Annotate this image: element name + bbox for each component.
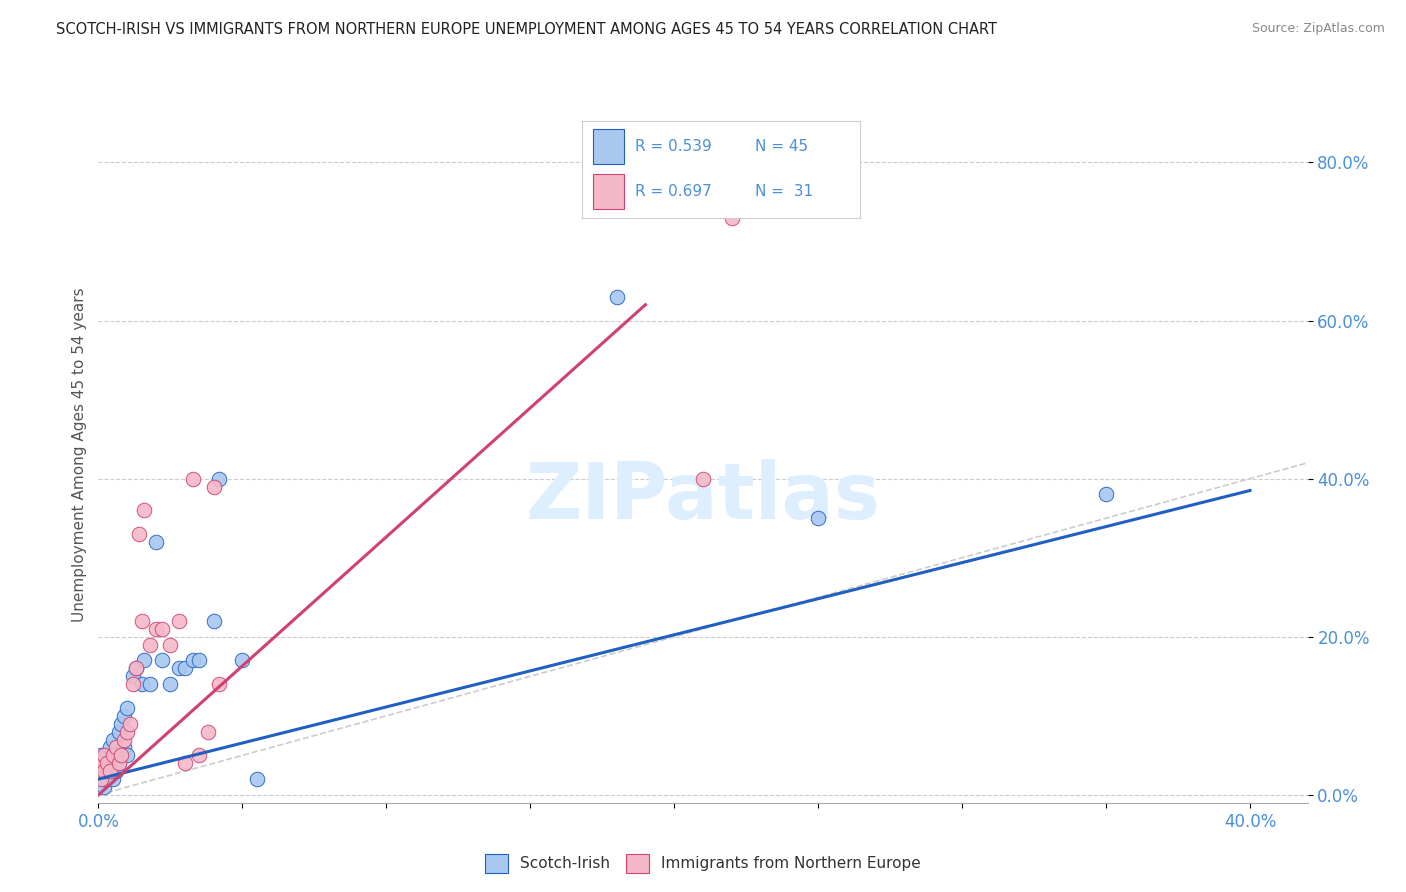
Point <box>90 748 112 763</box>
Point <box>110 748 132 763</box>
Point <box>101 732 124 747</box>
Point <box>139 677 162 691</box>
Point <box>112 740 135 755</box>
Point <box>139 638 162 652</box>
Point <box>202 614 225 628</box>
Point <box>231 653 253 667</box>
Point <box>606 290 628 304</box>
Point <box>128 527 150 541</box>
Point <box>134 653 156 667</box>
Point <box>96 772 118 786</box>
Point <box>188 748 211 763</box>
Point <box>145 534 167 549</box>
Point <box>131 677 153 691</box>
Point <box>104 748 127 763</box>
Point <box>90 756 112 771</box>
Point <box>93 764 115 779</box>
Point <box>131 614 153 628</box>
Point <box>93 764 115 779</box>
Point <box>110 716 132 731</box>
Point <box>807 511 830 525</box>
Point <box>150 653 173 667</box>
Point <box>202 479 225 493</box>
Point <box>183 653 205 667</box>
Point <box>208 677 231 691</box>
Point <box>125 661 148 675</box>
Point <box>134 503 156 517</box>
Point <box>93 748 115 763</box>
Point <box>197 724 219 739</box>
Point <box>96 764 118 779</box>
Point <box>145 622 167 636</box>
Point <box>122 677 145 691</box>
Point <box>159 638 181 652</box>
Point <box>104 740 127 755</box>
Point <box>183 472 205 486</box>
Text: Source: ZipAtlas.com: Source: ZipAtlas.com <box>1251 22 1385 36</box>
Point <box>112 708 135 723</box>
Point <box>188 653 211 667</box>
Point <box>96 756 118 771</box>
Point <box>90 772 112 786</box>
Point <box>167 661 190 675</box>
Point <box>93 756 115 771</box>
Text: ZIPatlas: ZIPatlas <box>526 458 880 534</box>
Point <box>101 756 124 771</box>
Legend: Scotch-Irish, Immigrants from Northern Europe: Scotch-Irish, Immigrants from Northern E… <box>479 847 927 879</box>
Point <box>96 748 118 763</box>
Point <box>115 724 138 739</box>
Point <box>90 764 112 779</box>
Point <box>208 472 231 486</box>
Point <box>173 661 195 675</box>
Point <box>98 740 121 755</box>
Point <box>115 748 138 763</box>
Point <box>1095 487 1118 501</box>
Point <box>125 661 148 675</box>
Point <box>120 716 142 731</box>
Point <box>98 764 121 779</box>
Y-axis label: Unemployment Among Ages 45 to 54 years: Unemployment Among Ages 45 to 54 years <box>72 287 87 623</box>
Point <box>101 748 124 763</box>
Text: SCOTCH-IRISH VS IMMIGRANTS FROM NORTHERN EUROPE UNEMPLOYMENT AMONG AGES 45 TO 54: SCOTCH-IRISH VS IMMIGRANTS FROM NORTHERN… <box>56 22 997 37</box>
Point <box>101 772 124 786</box>
Point <box>167 614 190 628</box>
Point <box>115 701 138 715</box>
Point <box>112 732 135 747</box>
Point <box>98 764 121 779</box>
Point <box>173 756 195 771</box>
Point <box>93 780 115 794</box>
Point <box>107 756 129 771</box>
Point <box>90 772 112 786</box>
Point <box>110 748 132 763</box>
Point <box>720 211 742 225</box>
Point <box>122 669 145 683</box>
Point <box>107 724 129 739</box>
Point <box>246 772 269 786</box>
Point <box>104 764 127 779</box>
Point <box>692 472 714 486</box>
Point <box>90 756 112 771</box>
Point <box>150 622 173 636</box>
Point <box>159 677 181 691</box>
Point <box>107 756 129 771</box>
Point <box>93 772 115 786</box>
